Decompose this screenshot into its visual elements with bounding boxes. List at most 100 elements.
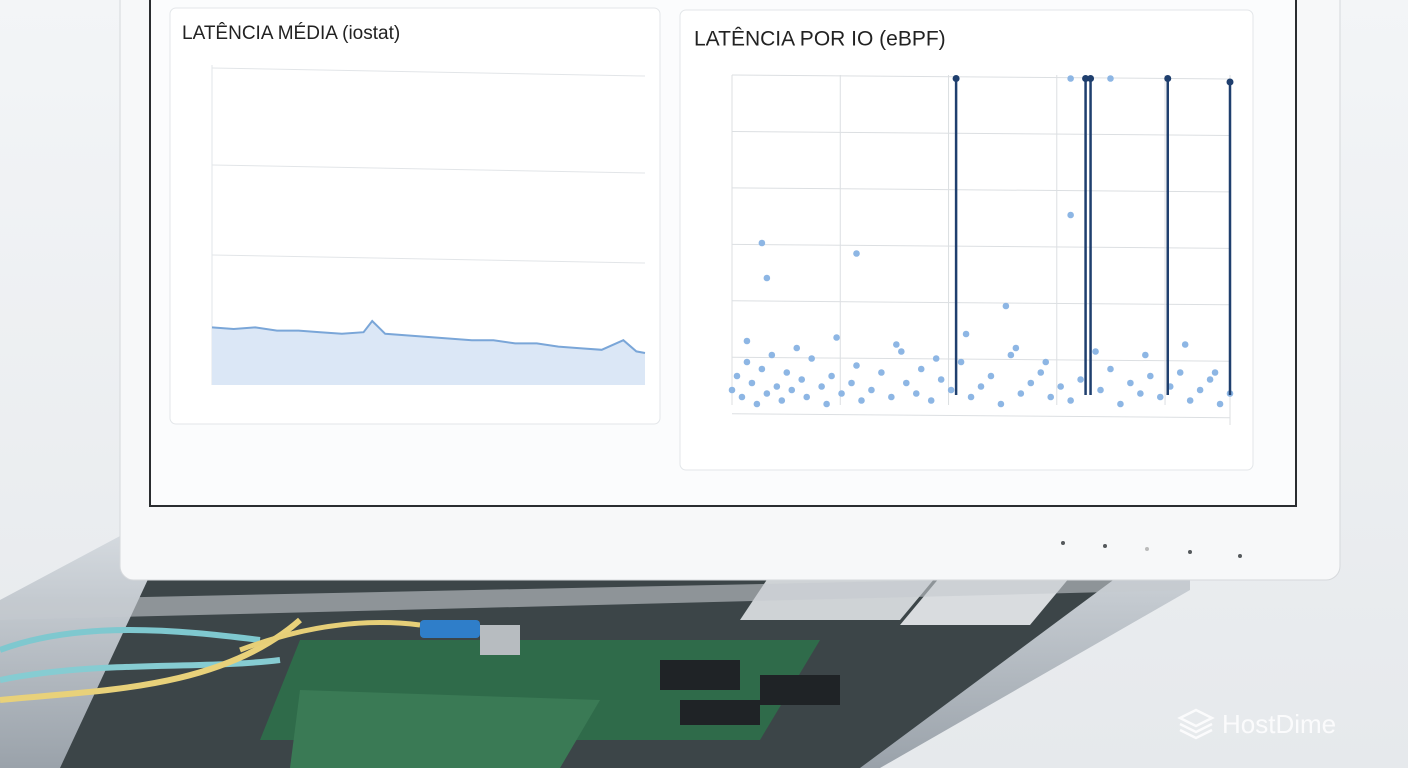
point	[903, 379, 910, 387]
grid-line	[731, 187, 1231, 193]
point	[1142, 351, 1149, 359]
grid-line	[731, 130, 1231, 136]
point	[748, 379, 756, 387]
point	[977, 383, 985, 390]
point	[1181, 341, 1189, 348]
point	[1137, 390, 1144, 397]
point	[753, 400, 761, 408]
point	[898, 348, 905, 355]
point	[1017, 390, 1025, 397]
point	[937, 376, 945, 383]
chart-title: LATÊNCIA POR IO (eBPF)	[694, 28, 946, 51]
point	[1087, 75, 1095, 82]
point	[1042, 358, 1050, 366]
point	[1176, 369, 1184, 376]
point	[917, 365, 925, 373]
point	[1186, 397, 1194, 404]
point	[1206, 376, 1214, 383]
point	[853, 362, 860, 369]
point	[868, 386, 875, 394]
point	[728, 386, 736, 394]
point	[1164, 75, 1172, 82]
point	[798, 376, 806, 383]
watermark: HostDime	[1177, 708, 1336, 740]
area	[212, 321, 645, 385]
point	[1037, 369, 1045, 376]
monitor-buttons	[1061, 541, 1242, 558]
point	[952, 75, 960, 82]
point	[848, 379, 855, 387]
grid-line	[731, 300, 1231, 306]
grid-line	[731, 413, 1231, 419]
point	[838, 390, 845, 397]
point	[893, 341, 900, 348]
point	[932, 355, 940, 362]
point	[1082, 75, 1090, 82]
point	[793, 344, 801, 352]
grid-line	[731, 356, 1231, 362]
point	[1226, 78, 1234, 86]
point	[1007, 351, 1015, 359]
point	[967, 393, 975, 401]
point	[773, 383, 781, 390]
point	[957, 358, 965, 366]
chart-title: LATÊNCIA MÉDIA (iostat)	[182, 22, 400, 44]
point	[833, 334, 840, 341]
point	[1196, 386, 1204, 394]
point	[763, 390, 771, 397]
point	[858, 397, 865, 404]
line	[211, 319, 646, 354]
point	[1002, 302, 1010, 310]
point	[763, 274, 771, 282]
point	[768, 351, 776, 359]
point	[788, 386, 796, 394]
point	[962, 330, 970, 338]
point	[808, 355, 815, 362]
grid-line	[731, 243, 1231, 249]
point	[818, 383, 825, 390]
point	[853, 250, 860, 257]
point	[743, 337, 751, 345]
point	[1156, 393, 1164, 401]
point	[947, 386, 955, 394]
point	[758, 365, 766, 373]
point	[823, 400, 830, 408]
point	[738, 393, 746, 401]
point	[783, 369, 791, 376]
point	[987, 372, 995, 380]
point	[1067, 397, 1074, 404]
point	[778, 397, 786, 404]
panel	[679, 9, 1254, 471]
point	[997, 400, 1005, 408]
point	[1047, 393, 1055, 401]
point	[1012, 344, 1020, 352]
point	[828, 372, 835, 380]
point	[1067, 211, 1074, 219]
grid-line	[211, 164, 646, 174]
point	[733, 372, 741, 380]
point	[743, 358, 751, 366]
point	[1127, 379, 1134, 387]
point	[1097, 386, 1104, 394]
watermark-text: HostDime	[1222, 709, 1336, 739]
point	[888, 393, 895, 401]
panel	[169, 7, 661, 425]
point	[927, 397, 935, 404]
point	[758, 239, 766, 247]
grid-line	[211, 254, 646, 264]
grid-line	[211, 67, 646, 77]
point	[1092, 348, 1099, 355]
point	[1211, 369, 1219, 376]
server-hardware	[0, 520, 1190, 768]
point	[1027, 379, 1035, 387]
grid-line	[731, 74, 1231, 80]
point	[1107, 365, 1114, 373]
point	[1117, 400, 1124, 408]
point	[1067, 75, 1074, 82]
point	[1147, 372, 1154, 380]
point	[912, 390, 920, 397]
point	[1057, 383, 1064, 390]
point	[1077, 376, 1084, 383]
point	[1216, 400, 1224, 408]
